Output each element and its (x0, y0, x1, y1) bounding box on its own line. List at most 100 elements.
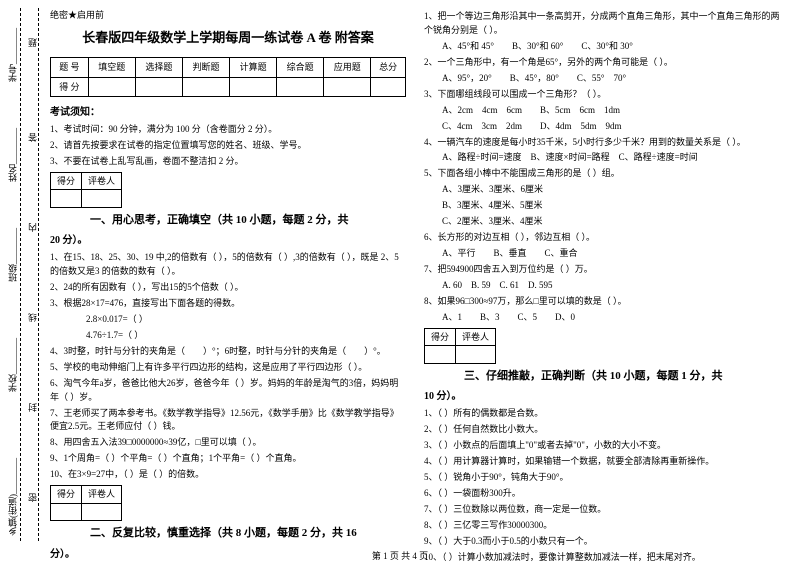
notice-line: 3、不要在试卷上乱写乱画，卷面不整洁扣 2 分。 (50, 155, 406, 169)
question: 8、用四舍五入法39□0000000≈39亿，□里可以填（ ）。 (50, 436, 406, 450)
option: A、95°，20° B、45°，80° C、55° 70° (424, 72, 780, 86)
binding-label-class: 班级________ (6, 228, 19, 282)
cell (456, 346, 496, 363)
left-column: 绝密★启用前 长春版四年级数学上学期每周一练试卷 A 卷 附答案 题 号 填空题… (50, 8, 406, 541)
cell: 总分 (371, 58, 406, 77)
cell: 得分 (51, 172, 82, 189)
question: 6、长方形的对边互相（ ），邻边互相（ ）。 (424, 231, 780, 245)
binding-char-6: 密 (26, 493, 39, 502)
binding-line-outer (38, 8, 39, 541)
cell: 评卷人 (82, 486, 122, 503)
option: C、2厘米、3厘米、4厘米 (424, 215, 780, 229)
question: 1、在15、18、25、30、19 中,2的倍数有（ ），5的倍数有（ ）,3的… (50, 251, 406, 279)
page: 学号________ 姓名________ 班级________ 学校_____… (0, 0, 800, 545)
section-3-title-end: 10 分）。 (424, 389, 780, 405)
option: B、3厘米、4厘米、5厘米 (424, 199, 780, 213)
section-3-title: 三、仔细推敲，正确判断（共 10 小题，每题 1 分，共 (464, 368, 780, 386)
binding-label-name: 姓名________ (6, 128, 19, 182)
secret-label: 绝密★启用前 (50, 8, 406, 22)
binding-char-5: 封 (26, 403, 39, 412)
table-row: 得 分 (51, 77, 406, 96)
question: 8、（ ）三亿零三写作30000300。 (424, 519, 780, 533)
question: 2、（ ）任何自然数比小数大。 (424, 423, 780, 437)
mini-score-table: 得分评卷人 (50, 485, 122, 521)
section-2-title: 二、反复比较，慎重选择（共 8 小题，每题 2 分，共 16 (90, 525, 406, 543)
mini-score-table: 得分评卷人 (424, 328, 496, 364)
question: 4、3时整，时针与分针的夹角是（ ）°；6时整，时针与分针的夹角是（ ）°。 (50, 345, 406, 359)
cell (88, 77, 135, 96)
binding-char-4: 线 (26, 313, 39, 322)
cell (277, 77, 324, 96)
question: 3、根据28×17=476，直接写出下面各题的得数。 (50, 297, 406, 311)
cell: 选择题 (135, 58, 182, 77)
question: 6、（ ）一袋面粉300升。 (424, 487, 780, 501)
question: 10、（ ）计算小数加减法时，要像计算整数加减法一样，把末尾对齐。 (424, 551, 780, 565)
option: A、平行 B、垂直 C、重合 (424, 247, 780, 261)
cell (82, 190, 122, 207)
cell (82, 503, 122, 520)
binding-label-town: 乡镇(街道)________ (6, 458, 19, 536)
cell (51, 503, 82, 520)
notice-line: 1、考试时间：90 分钟，满分为 100 分（含卷面分 2 分）。 (50, 123, 406, 137)
question: 10、在3×9=27中，（ ）是（ ）的倍数。 (50, 468, 406, 482)
cell: 判断题 (182, 58, 229, 77)
cell: 题 号 (51, 58, 89, 77)
cell: 得 分 (51, 77, 89, 96)
cell: 评卷人 (82, 172, 122, 189)
option: A、1 B、3 C、5 D、0 (424, 311, 780, 325)
question-sub: 2.8×0.017=（ ） (68, 313, 406, 327)
question: 5、下面各组小棒中不能围成三角形的是（ ）组。 (424, 167, 780, 181)
mini-score-table: 得分评卷人 (50, 172, 122, 208)
cell (182, 77, 229, 96)
table-row: 题 号 填空题 选择题 判断题 计算题 综合题 应用题 总分 (51, 58, 406, 77)
question: 1、（ ）所有的偶数都是合数。 (424, 407, 780, 421)
option: A、3厘米、3厘米、6厘米 (424, 183, 780, 197)
binding-line-inner (20, 8, 21, 541)
section-2-title-end: 分）。 (50, 547, 406, 563)
question: 3、（ ）小数点的后面填上"0"或者去掉"0"，小数的大小不变。 (424, 439, 780, 453)
cell: 评卷人 (456, 328, 496, 345)
cell: 应用题 (324, 58, 371, 77)
question: 7、把594900四舍五入到万位约是（ ）万。 (424, 263, 780, 277)
question: 5、学校的电动伸缩门上有许多平行四边形的结构，这是应用了平行四边形（ ）。 (50, 361, 406, 375)
question-sub: 4.76÷1.7=（ ） (68, 329, 406, 343)
question: 4、一辆汽车的速度是每小时35千米，5小时行多少千米？用到的数量关系是（ ）。 (424, 136, 780, 150)
binding-char-3: 内 (26, 223, 39, 232)
notice-line: 2、请首先按要求在试卷的指定位置填写您的姓名、班级、学号。 (50, 139, 406, 153)
question: 1、把一个等边三角形沿其中一条高剪开，分成两个直角三角形，其中一个直角三角形的两… (424, 10, 780, 38)
cell: 计算题 (230, 58, 277, 77)
cell (135, 77, 182, 96)
binding-char-1: 题 (26, 38, 39, 47)
binding-label-id: 学号________ (6, 28, 19, 82)
question: 9、1个周角=（ ）个平角=（ ）个直角；1个平角=（ ）个直角。 (50, 452, 406, 466)
cell (425, 346, 456, 363)
section-1-title: 一、用心思考，正确填空（共 10 小题，每题 2 分，共 (90, 212, 406, 230)
cell: 得分 (425, 328, 456, 345)
cell (230, 77, 277, 96)
question: 2、一个三角形中，有一个角是65°，另外的两个角可能是（ ）。 (424, 56, 780, 70)
option: A、45°和 45° B、30°和 60° C、30°和 30° (424, 40, 780, 54)
notice-heading: 考试须知： (50, 105, 406, 121)
binding-char-2: 答 (26, 133, 39, 142)
right-column: 1、把一个等边三角形沿其中一条高剪开，分成两个直角三角形，其中一个直角三角形的两… (424, 8, 780, 541)
content-columns: 绝密★启用前 长春版四年级数学上学期每周一练试卷 A 卷 附答案 题 号 填空题… (50, 8, 780, 541)
question: 4、（ ）用计算器计算时，如果输错一个数据，就要全部清除再重新操作。 (424, 455, 780, 469)
question: 5、（ ）锐角小于90°，钝角大于90°。 (424, 471, 780, 485)
option: C、4cm 3cm 2dm D、4dm 5dm 9dm (424, 120, 780, 134)
question: 3、下面哪组线段可以围成一个三角形？（ ）。 (424, 88, 780, 102)
cell: 填空题 (88, 58, 135, 77)
cell (51, 190, 82, 207)
score-table: 题 号 填空题 选择题 判断题 计算题 综合题 应用题 总分 得 分 (50, 57, 406, 97)
option: A、2cm 4cm 6cm B、5cm 6cm 1dm (424, 104, 780, 118)
option: A. 60 B. 59 C. 61 D. 595 (424, 279, 780, 293)
cell (324, 77, 371, 96)
cell (371, 77, 406, 96)
question: 6、淘气今年a岁，爸爸比他大26岁，爸爸今年（ ）岁。妈妈的年龄是淘气的3倍，妈… (50, 377, 406, 405)
question: 7、王老师买了两本参考书。《数学教学指导》12.56元，《数学手册》比《数学教学… (50, 407, 406, 435)
question: 2、24的所有因数有（ ），写出15的5个倍数（ ）。 (50, 281, 406, 295)
cell: 得分 (51, 486, 82, 503)
section-1-title-end: 20 分）。 (50, 233, 406, 249)
question: 7、（ ）三位数除以两位数，商一定是一位数。 (424, 503, 780, 517)
option: A、路程÷时间=速度 B、速度×时间=路程 C、路程÷速度=时间 (424, 151, 780, 165)
question: 9、（ ）大于0.3而小于0.5的小数只有一个。 (424, 535, 780, 549)
